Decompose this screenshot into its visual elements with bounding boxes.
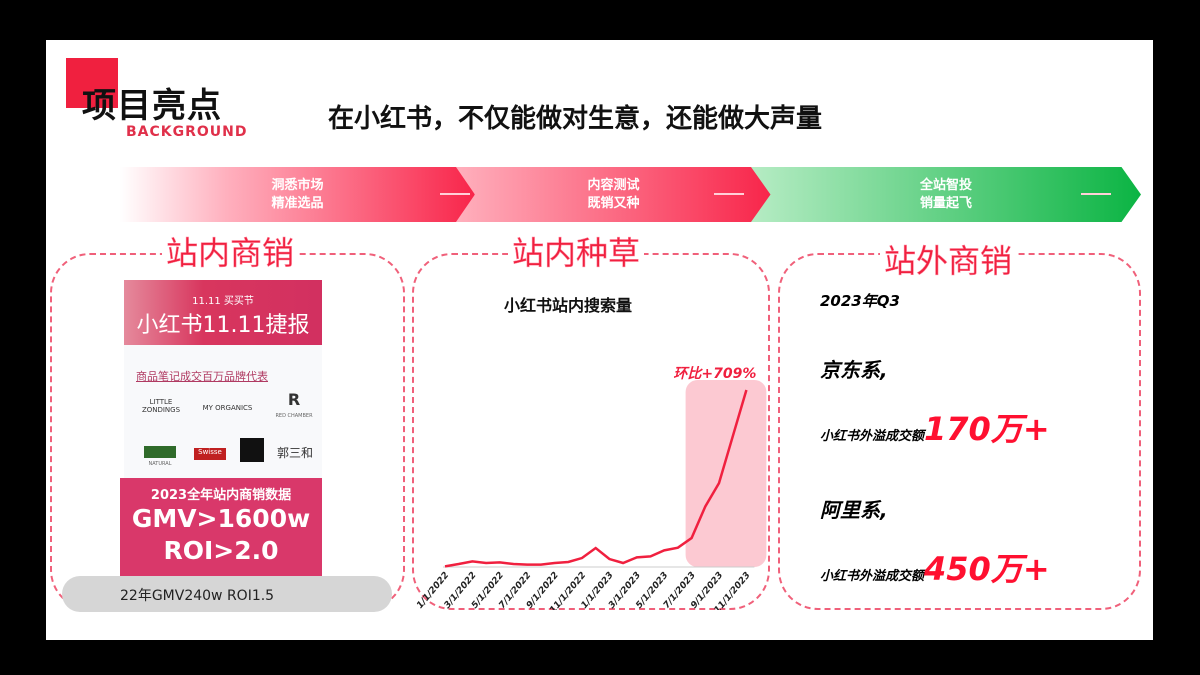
brand-logo	[144, 446, 176, 458]
jd-desc: 小红书外溢成交额	[820, 429, 925, 444]
brand-logo: Swisse	[194, 448, 226, 460]
stats-year: 2023全年站内商销数据	[150, 488, 292, 503]
stats-gmv: GMV>1600w	[131, 504, 311, 533]
brand-logo-r: R	[287, 390, 301, 409]
brand-caption: NATURAL	[148, 461, 172, 467]
arrow-dash	[440, 193, 470, 195]
step-text: 精准选品	[271, 195, 324, 211]
step-text: 洞悉市场	[271, 177, 324, 193]
step-text: 既销又种	[587, 195, 640, 211]
search-volume-chart: 1/1/20223/1/20225/1/20227/1/20229/1/2022…	[415, 366, 767, 610]
ali-desc: 小红书外溢成交额	[820, 569, 925, 584]
step-text: 销量起飞	[919, 195, 972, 211]
ali-value: 450万+	[924, 550, 1050, 588]
brand-logo: MY ORGANICS	[202, 404, 253, 412]
jd-value: 170万+	[924, 410, 1050, 448]
ali-row: 小红书外溢成交额 450万+	[820, 544, 1050, 590]
section-heading-right: 站外商销	[880, 236, 1017, 282]
poster-banner: 11.11 买买节 小红书11.11捷报	[124, 280, 322, 345]
brand-logo	[240, 438, 264, 462]
arrow-dash	[714, 193, 744, 195]
poster-stats: 2023全年站内商销数据 GMV>1600w ROI>2.0	[120, 478, 322, 578]
period-label: 2023年Q3	[820, 290, 900, 311]
brand-logo: 郭三和	[276, 446, 313, 460]
headline: 在小红书，不仅能做对生意，还能做大声量	[328, 104, 823, 134]
poster-small-text: 11.11 买买节	[192, 296, 254, 307]
jd-row: 小红书外溢成交额 170万+	[820, 404, 1050, 450]
chart-annotation: 环比+709%	[673, 366, 756, 382]
highlight-region	[685, 380, 767, 567]
footnote-pill: 22年GMV240w ROI1.5	[62, 576, 392, 612]
jd-label: 京东系,	[820, 358, 888, 382]
arrow-dash	[1081, 193, 1111, 195]
section-heading-left: 站内商销	[162, 228, 299, 274]
chart-title: 小红书站内搜索量	[504, 296, 633, 315]
step-text: 全站智投	[919, 177, 972, 193]
step-arrow-2: 内容测试 既销又种	[456, 167, 771, 222]
ali-label: 阿里系,	[820, 498, 888, 522]
step-arrow-3: 全站智投 销量起飞	[751, 167, 1141, 222]
poster-big-text: 小红书11.11捷报	[136, 313, 310, 338]
step-text: 内容测试	[587, 177, 640, 193]
step-arrow-1: 洞悉市场 精准选品	[120, 167, 475, 222]
period-text: 2023年Q3	[820, 292, 900, 310]
poster-image: 11.11 买买节 小红书11.11捷报 商品笔记成交百万品牌代表 LITTLE…	[120, 280, 322, 578]
accent-square	[66, 58, 118, 108]
section-heading-middle: 站内种草	[508, 228, 645, 274]
page-title: 项目亮点	[82, 86, 222, 126]
slide: 项目亮点 BACKGROUND 在小红书，不仅能做对生意，还能做大声量 洞悉市场…	[46, 40, 1153, 640]
brand-logo: LITTLE ZONDINGS	[141, 398, 181, 414]
brand-title: 商品笔记成交百万品牌代表	[136, 370, 268, 383]
page-subtitle: BACKGROUND	[126, 124, 248, 140]
stats-roi: ROI>2.0	[163, 536, 279, 565]
brand-caption: RED CHAMBER	[275, 413, 313, 419]
